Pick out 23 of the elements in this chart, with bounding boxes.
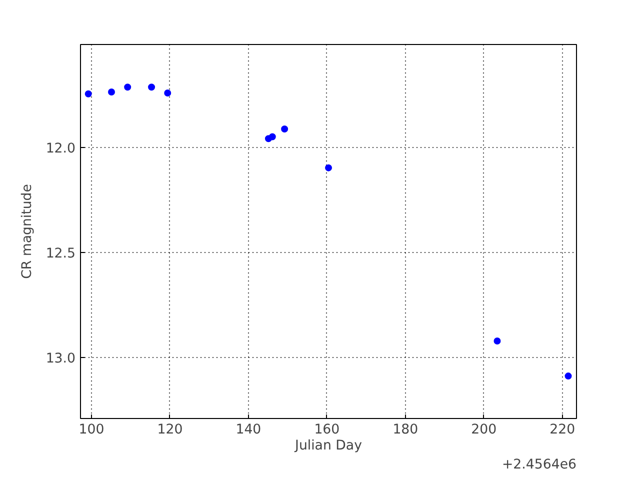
- x-tick-label: 160: [314, 422, 340, 438]
- point: [164, 90, 172, 97]
- x-tick-label: 220: [550, 422, 576, 438]
- x-tick-label: 120: [157, 422, 183, 438]
- point: [281, 125, 288, 132]
- y-tick-label: 12.5: [46, 246, 76, 262]
- y-tick-label: 13.0: [46, 352, 76, 367]
- text: +2.4564e6: [502, 458, 576, 472]
- point: [325, 164, 332, 172]
- point: [124, 84, 132, 91]
- point: [108, 88, 115, 96]
- point: [564, 372, 572, 380]
- x-axis-title: Julian Day: [294, 438, 362, 454]
- x-tick-label: 200: [471, 422, 497, 438]
- y-axis-title: CR magnitude: [20, 184, 35, 279]
- x-tick-label: 100: [78, 422, 104, 438]
- point: [84, 90, 92, 98]
- y-tick-label: 12.0: [46, 141, 76, 156]
- point: [268, 133, 276, 140]
- x-tick-label: 180: [392, 422, 418, 438]
- point: [494, 337, 501, 344]
- x-tick-label: 140: [236, 422, 262, 438]
- point: [148, 84, 156, 91]
